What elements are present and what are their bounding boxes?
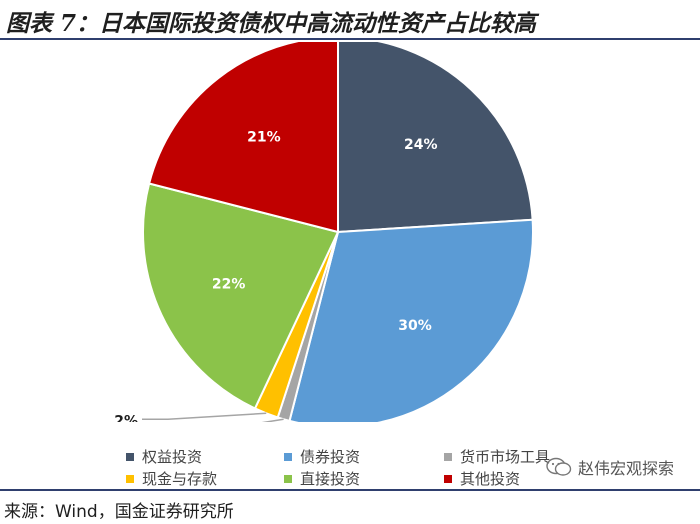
wechat-icon xyxy=(546,457,572,476)
slice-label-6: 21% xyxy=(247,129,281,145)
legend-item-1: 权益投资 xyxy=(126,446,202,467)
slice-label-2: 30% xyxy=(398,318,432,334)
footer-divider xyxy=(0,489,700,491)
legend-label: 其他投资 xyxy=(460,470,521,488)
chart-legend: 权益投资 债券投资 货币市场工具现金与存款 直接投资 其他投资 xyxy=(126,446,596,490)
legend-item-5: 直接投资 xyxy=(284,468,360,489)
slice-label-4: 2% xyxy=(114,413,138,422)
chart-area: 24%30%1%2%22%21% xyxy=(58,35,578,455)
title-bar: 图表 7：日本国际投资债权中高流动性资产占比较高 xyxy=(0,0,700,40)
watermark: 赵伟宏观探索 xyxy=(546,455,674,479)
leader-line-4 xyxy=(142,412,267,421)
legend-item-2: 债券投资 xyxy=(284,446,360,467)
source-note: 来源：Wind，国金证券研究所 xyxy=(4,502,234,522)
legend-label: 权益投资 xyxy=(142,448,203,466)
legend-label: 货币市场工具 xyxy=(460,448,551,466)
legend-swatch xyxy=(126,452,134,461)
legend-swatch xyxy=(284,452,292,461)
legend-label: 现金与存款 xyxy=(142,470,218,488)
legend-swatch xyxy=(126,474,134,483)
legend-label: 直接投资 xyxy=(300,470,361,488)
watermark-text: 赵伟宏观探索 xyxy=(578,459,675,478)
pie-slice-5 xyxy=(142,182,340,410)
chart-title: 图表 7：日本国际投资债权中高流动性资产占比较高 xyxy=(6,10,537,37)
slice-label-5: 22% xyxy=(212,276,246,292)
pie-chart: 24%30%1%2%22%21% xyxy=(66,35,534,455)
slice-label-1: 24% xyxy=(404,137,438,153)
legend-item-6: 其他投资 xyxy=(444,468,520,489)
legend-swatch xyxy=(284,474,292,483)
legend-item-3: 货币市场工具 xyxy=(444,446,550,467)
legend-label: 债券投资 xyxy=(300,448,361,466)
legend-swatch xyxy=(444,474,452,483)
legend-swatch xyxy=(444,452,452,461)
legend-item-4: 现金与存款 xyxy=(126,468,217,489)
